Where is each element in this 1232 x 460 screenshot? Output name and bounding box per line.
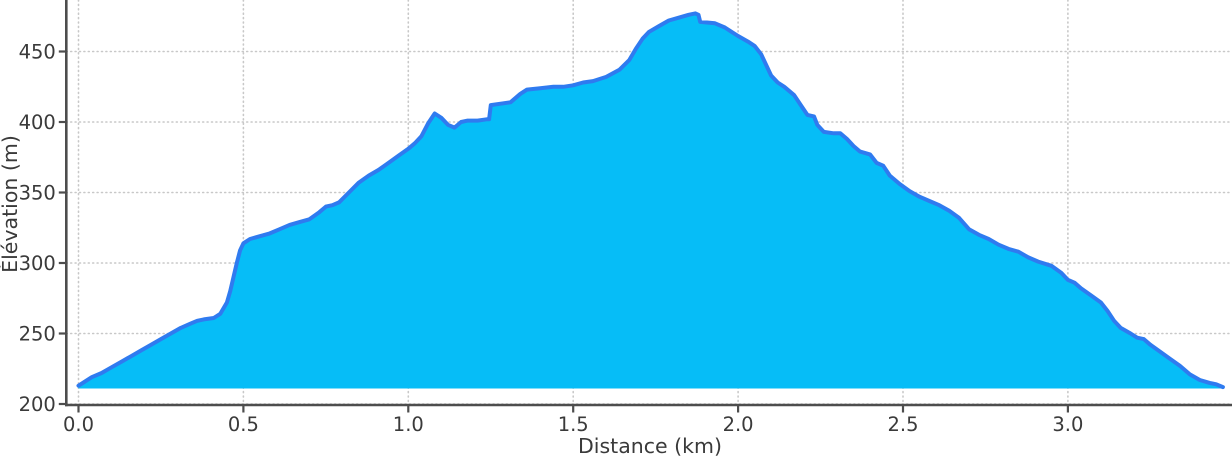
- elevation-area-fill: [78, 13, 1223, 389]
- x-tick-label: 1.5: [558, 413, 589, 436]
- y-tick-label: 300: [19, 252, 56, 275]
- x-tick-label: 3.0: [1052, 413, 1083, 436]
- elevation-line-path: [76, 11, 1225, 390]
- y-axis-title: Élévation (m): [0, 135, 22, 273]
- x-tick-label: 1.0: [393, 413, 424, 436]
- y-tick-label: 200: [19, 393, 56, 416]
- elevation-area: [78, 13, 1223, 389]
- x-axis-title: Distance (km): [578, 434, 722, 458]
- elevation-line: [76, 11, 1225, 390]
- y-tick-label: 450: [19, 41, 56, 64]
- x-tick-label: 2.0: [723, 413, 754, 436]
- y-tick-label: 350: [19, 182, 56, 205]
- x-tick-label: 0.0: [63, 413, 94, 436]
- y-tick-label: 400: [19, 111, 56, 134]
- x-tick-label: 0.5: [228, 413, 259, 436]
- tick-labels: 200 250 300 350 400 450 0.0 0.5 1.0 1.5 2.0 2.5 3.0: [19, 41, 1084, 437]
- y-tick-label: 250: [19, 323, 56, 346]
- x-tick-label: 2.5: [887, 413, 918, 436]
- axes: [58, 0, 1232, 413]
